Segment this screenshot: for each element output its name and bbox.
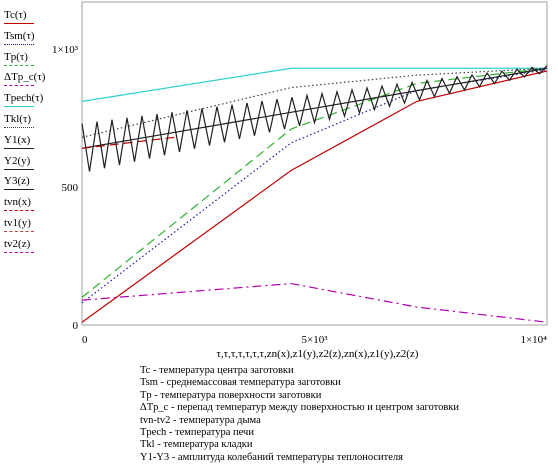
plot-frame — [81, 1, 548, 326]
tick-layer: 0 5×10³ 1×10⁴ 0 500 1×10³ — [52, 44, 547, 346]
description-notes: Tc - температура центра заготовки Tsm - … — [140, 365, 459, 464]
y-tick-label: 1×10³ — [52, 44, 79, 56]
series-line-tc — [81, 70, 548, 323]
legend-label-tvn-x: tvn(x) — [4, 196, 31, 209]
legend-label-tp-c: ΔTp_c(τ) — [4, 71, 46, 84]
legend-swatch-tvn-x — [4, 210, 34, 212]
y-tick-label: 0 — [73, 320, 79, 332]
series-line-tvn-x — [81, 136, 176, 149]
legend-swatch-tc — [4, 23, 34, 24]
note-line: Tsm - среднемассовая температура заготов… — [140, 377, 341, 389]
y-tick-label: 500 — [62, 182, 79, 194]
legend-swatch-tv1-y — [4, 231, 34, 232]
x-tick-label: 1×10⁴ — [520, 334, 547, 346]
legend-label-tc: Tc(τ) — [4, 9, 27, 21]
x-tick-label: 0 — [82, 334, 88, 346]
series-line-tp-c — [81, 282, 548, 323]
x-axis-label: τ,τ,τ,τ,τ,τ,τ,zn(x),z1(y),z2(z),zn(x),z1… — [216, 348, 419, 360]
legend-swatch-tsm — [4, 43, 34, 45]
legend-label-tkl: Tkl(τ) — [4, 113, 32, 125]
note-line: Tpech - температура печи — [140, 427, 254, 439]
legend-label-tp: Tp(τ) — [4, 50, 28, 63]
legend-label-y2-y: Y2(y) — [4, 154, 31, 167]
series-line-tkl — [81, 67, 548, 138]
series-line-tpech — [81, 67, 547, 102]
legend-label-y1-x: Y1(x) — [4, 133, 31, 146]
note-line: tvn-tv2 - температура дыма — [140, 414, 261, 426]
legend-swatch-y3-z — [4, 189, 34, 191]
series-line-oscillation — [81, 65, 548, 172]
legend-label-tsm: Tsm(τ) — [4, 29, 35, 42]
legend-swatch-y1-x — [4, 147, 34, 149]
legend-swatch-tv2-z — [4, 251, 34, 253]
legend-swatch-tp — [4, 64, 34, 66]
legend-label-y3-z: Y3(z) — [4, 175, 30, 188]
x-tick-label: 5×10³ — [301, 334, 328, 346]
legend-label-tv2-z: tv2(z) — [4, 237, 31, 250]
legend-swatch-tp-c — [4, 85, 34, 87]
series-line-y1-x — [81, 67, 548, 149]
legend-swatch-tkl — [4, 127, 34, 128]
note-line: Tc - температура центра заготовки — [140, 365, 294, 376]
note-line: Tp - температура поверхности заготовки — [140, 389, 322, 401]
legend-swatch-y2-y — [4, 168, 34, 170]
note-line: Y1-Y3 - амплитуда колебаний температуры … — [140, 451, 403, 463]
legend-label-tv1-y: tv1(y) — [4, 217, 31, 229]
series-line-tsm — [81, 69, 548, 304]
series-layer — [81, 65, 548, 323]
legend-label-tpech: Tpech(τ) — [4, 92, 44, 105]
note-line: Tkl - температура кладки — [140, 439, 253, 451]
series-line-tp — [81, 67, 548, 298]
legend-swatch-tpech — [4, 106, 34, 108]
note-line: ΔTp_c - перепад температур между поверхн… — [140, 402, 460, 414]
